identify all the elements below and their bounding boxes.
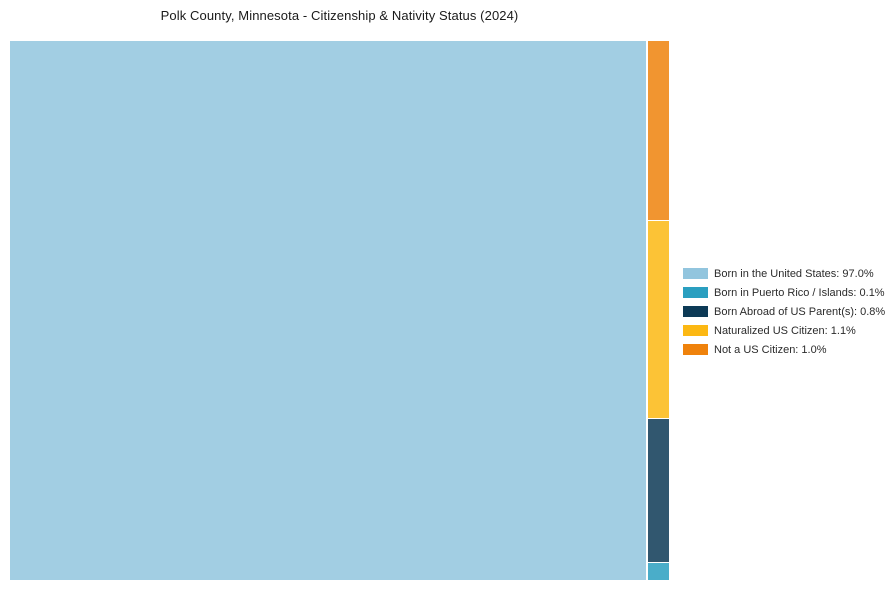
legend-swatch-born-in-puerto-rico-islands bbox=[683, 287, 708, 298]
treemap-cell-not-a-us-citizen bbox=[648, 41, 669, 220]
legend-swatch-naturalized-us-citizen bbox=[683, 325, 708, 336]
treemap-cell-naturalized-us-citizen bbox=[648, 221, 669, 418]
legend-label: Born in the United States: 97.0% bbox=[714, 267, 874, 280]
legend-item-born-in-the-united-states: Born in the United States: 97.0% bbox=[683, 264, 885, 283]
treemap-plot bbox=[10, 41, 669, 580]
legend-label: Born in Puerto Rico / Islands: 0.1% bbox=[714, 286, 885, 299]
legend-swatch-born-in-the-united-states bbox=[683, 268, 708, 279]
legend-label: Naturalized US Citizen: 1.1% bbox=[714, 324, 856, 337]
legend-item-born-abroad-of-us-parent-s: Born Abroad of US Parent(s): 0.8% bbox=[683, 302, 885, 321]
legend-label: Not a US Citizen: 1.0% bbox=[714, 343, 827, 356]
legend-item-born-in-puerto-rico-islands: Born in Puerto Rico / Islands: 0.1% bbox=[683, 283, 885, 302]
chart-title: Polk County, Minnesota - Citizenship & N… bbox=[160, 8, 519, 23]
treemap-cell-born-abroad-of-us-parent-s bbox=[648, 419, 669, 562]
legend-item-naturalized-us-citizen: Naturalized US Citizen: 1.1% bbox=[683, 321, 885, 340]
treemap-cell-born-in-the-united-states bbox=[10, 41, 646, 580]
legend-item-not-a-us-citizen: Not a US Citizen: 1.0% bbox=[683, 340, 885, 359]
legend-label: Born Abroad of US Parent(s): 0.8% bbox=[714, 305, 886, 318]
treemap-cell-born-in-puerto-rico-islands bbox=[648, 563, 669, 580]
legend-swatch-not-a-us-citizen bbox=[683, 344, 708, 355]
legend-swatch-born-abroad-of-us-parent-s bbox=[683, 306, 708, 317]
chart-legend: Born in the United States: 97.0% Born in … bbox=[683, 264, 885, 359]
